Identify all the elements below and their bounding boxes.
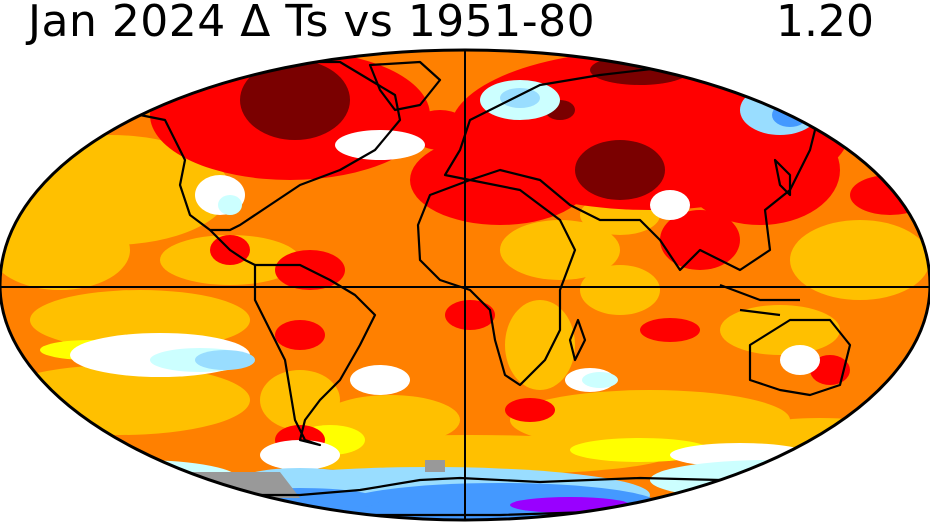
global-mean-anomaly: 1.20 [776,0,874,47]
coast-south-america [253,263,377,447]
map-border [0,48,930,522]
coast-africa [416,178,577,387]
coast-antarctica [148,476,777,517]
coast-eurasia [443,66,822,272]
purple-regions [510,497,630,513]
coast-central-america [209,229,256,266]
coast-greenland [368,60,442,112]
anomaly-field [0,50,930,520]
map-title: Jan 2024 Δ Ts vs 1951-80 [28,0,596,47]
coast-japan [773,158,792,197]
coast-indonesia [719,283,800,317]
coast-australia [748,318,852,397]
coast-madagascar [568,318,587,362]
